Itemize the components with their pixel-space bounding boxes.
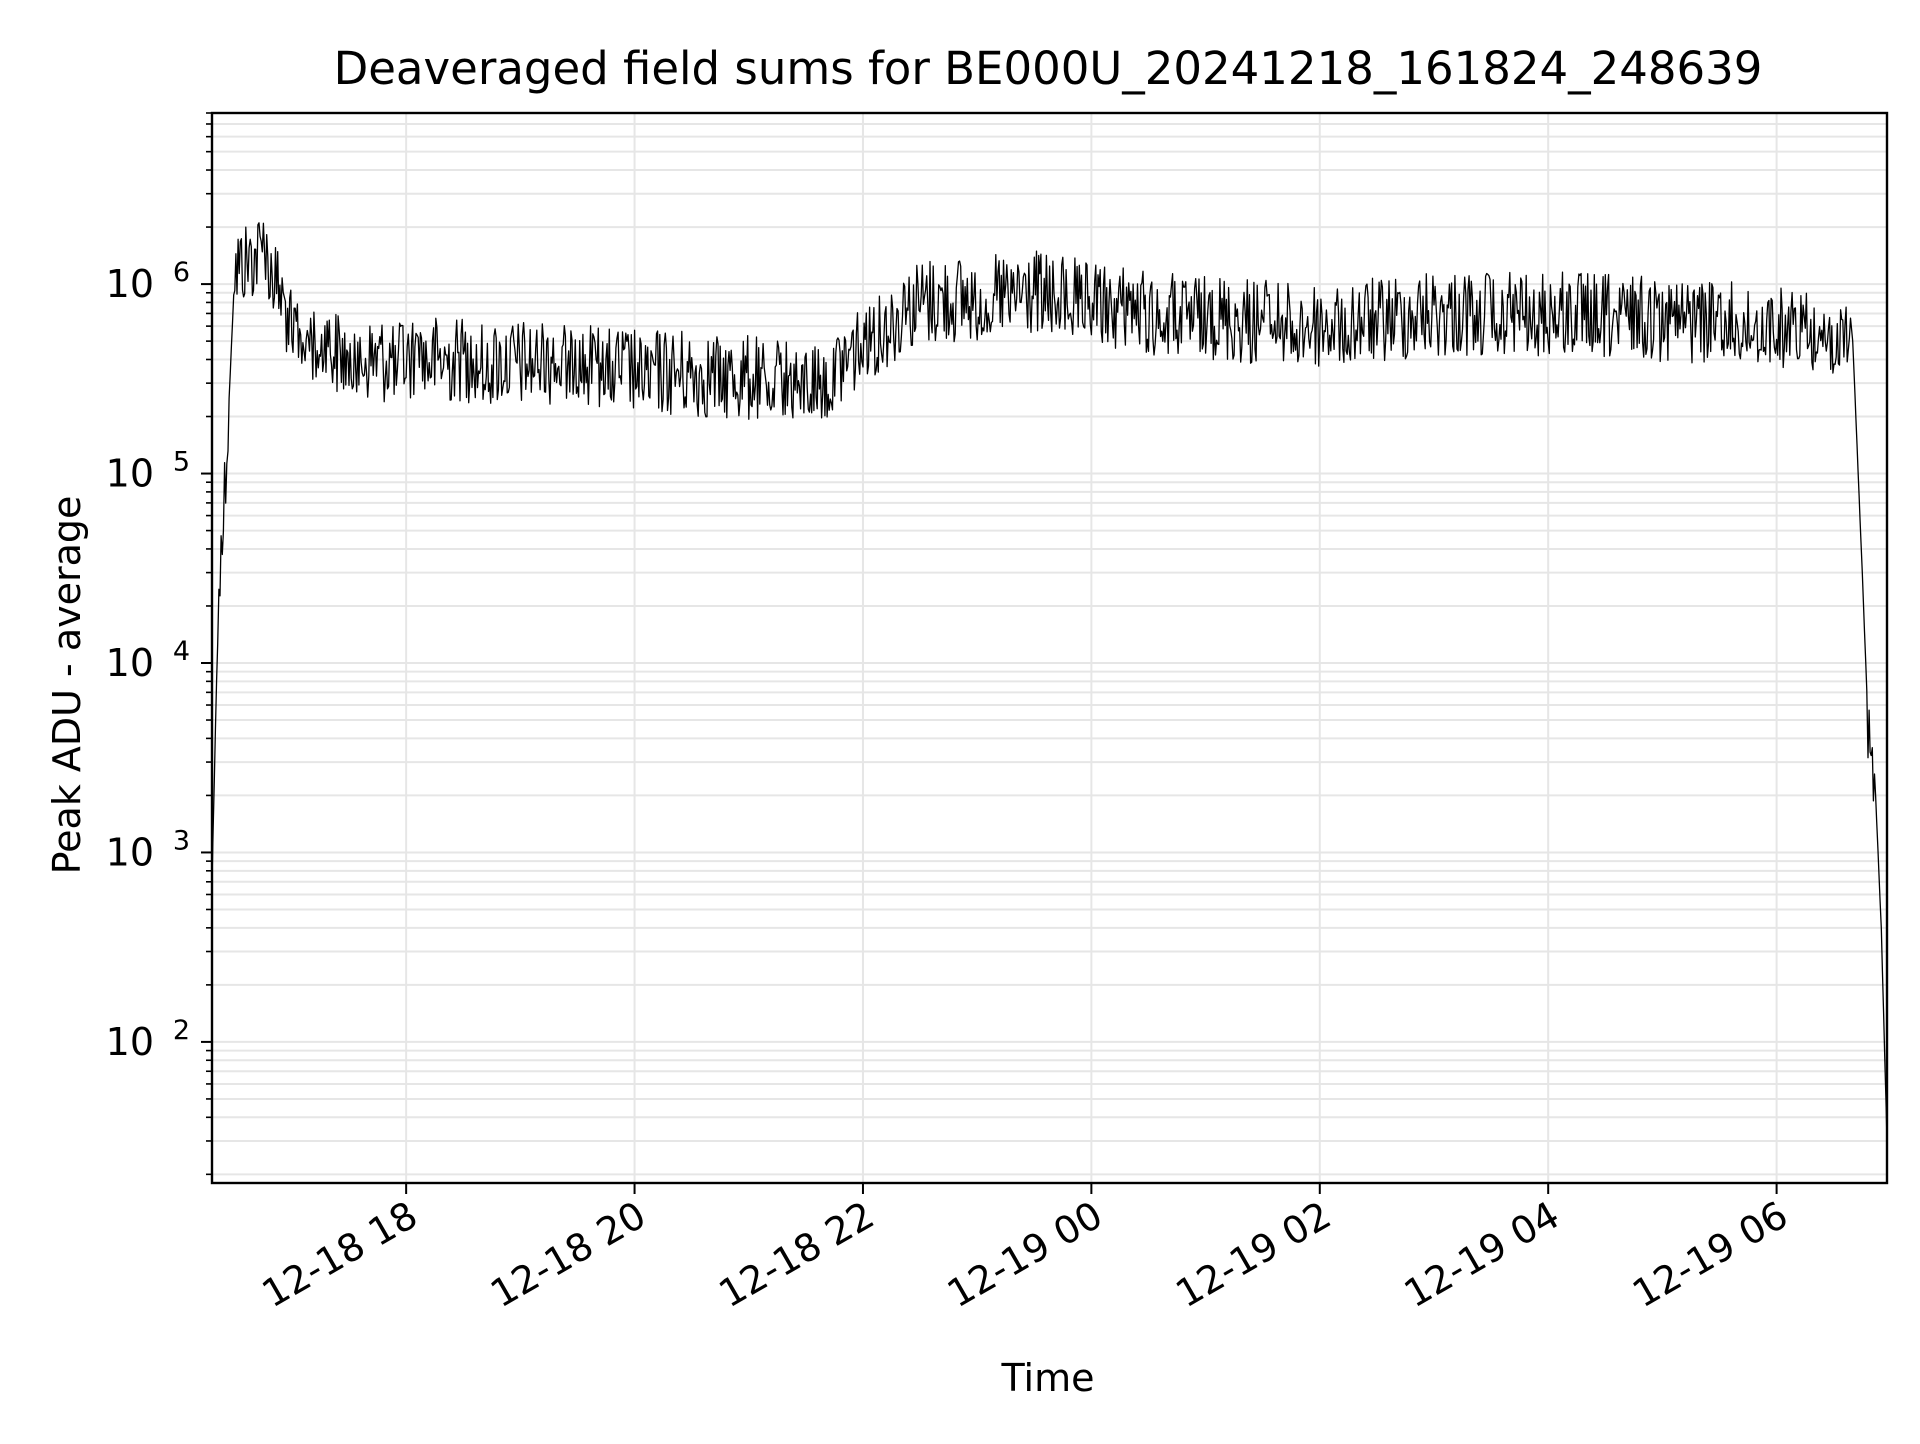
y-tick-exponent: 4 (173, 636, 190, 667)
y-tick-label: 10 (106, 830, 154, 874)
x-tick-label: 12-19 04 (1397, 1193, 1567, 1317)
x-tick-label: 12-18 18 (255, 1193, 425, 1317)
y-tick-exponent: 3 (173, 825, 190, 856)
x-tick-label: 12-18 20 (483, 1193, 653, 1317)
y-tick-label: 10 (106, 262, 154, 306)
y-axis-label: Peak ADU - average (45, 496, 89, 875)
y-tick-exponent: 6 (173, 257, 190, 288)
y-tick-label: 10 (106, 641, 154, 685)
y-tick-exponent: 5 (173, 447, 190, 478)
chart-title: Deaveraged field sums for BE000U_2024121… (334, 42, 1763, 95)
x-axis-label: Time (1001, 1356, 1095, 1400)
x-tick-label: 12-19 00 (940, 1193, 1110, 1317)
y-tick-exponent: 2 (173, 1015, 190, 1046)
y-tick-label: 10 (106, 1020, 154, 1064)
x-tick-label: 12-18 22 (711, 1193, 881, 1317)
x-tick-label: 12-19 06 (1625, 1193, 1795, 1317)
x-tick-label: 12-19 02 (1168, 1193, 1338, 1317)
y-tick-label: 10 (106, 452, 154, 496)
